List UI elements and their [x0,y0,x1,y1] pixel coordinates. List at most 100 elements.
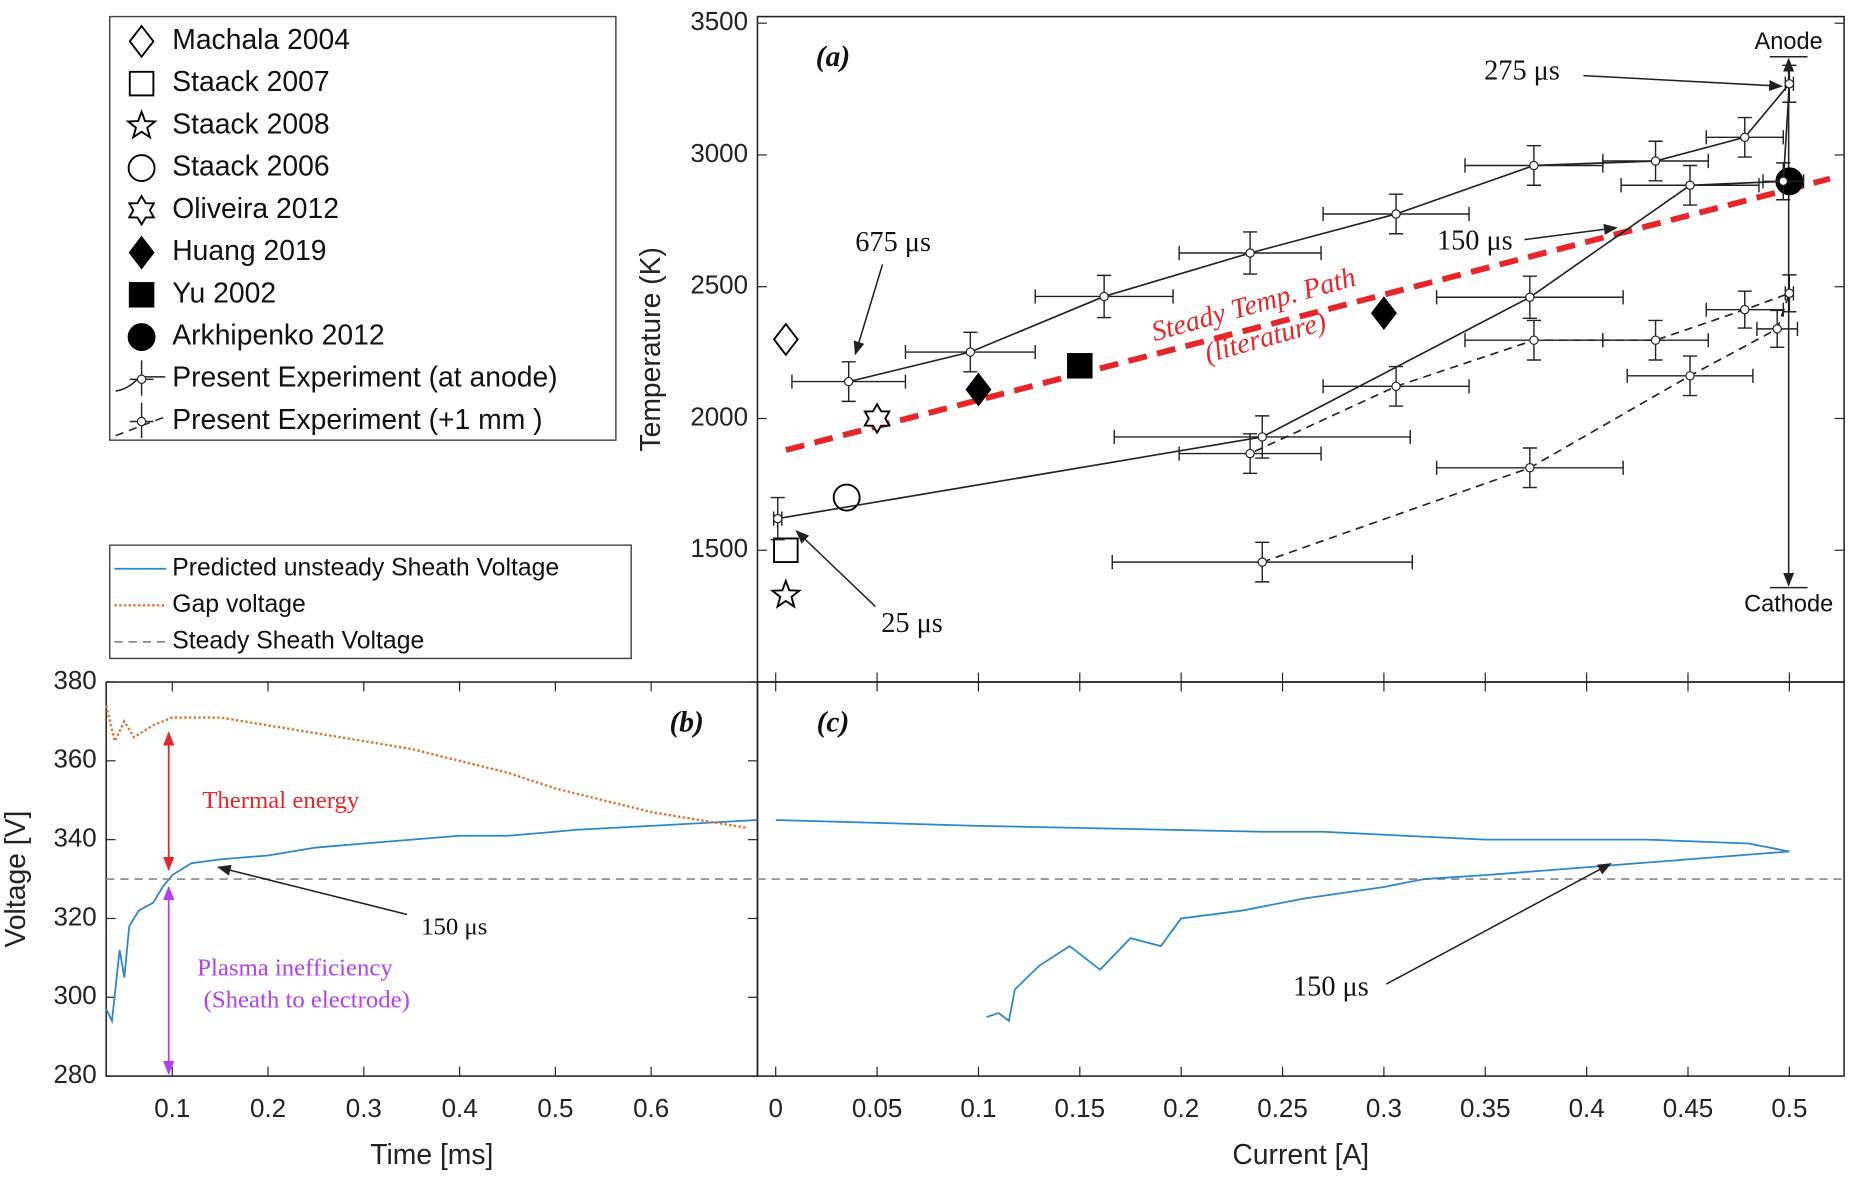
legend-key [127,194,156,227]
legend-label: Predicted unsteady Sheath Voltage [172,554,559,581]
legend-label: Oliveira 2012 [172,192,339,224]
data-point [965,372,992,407]
data-point [1685,180,1695,190]
legend-key [128,282,155,308]
data-point [1650,156,1661,166]
x-tick-label: 0.4 [442,1095,478,1123]
annotation-arrow [216,864,408,916]
data-point [1740,132,1750,143]
annotation-arrow [1385,863,1612,985]
y-tick-label: 300 [53,982,96,1010]
x-tick-label: 0.6 [633,1095,669,1123]
x-axis-label: Time [ms] [370,1138,493,1170]
x-tick-label: 0.3 [346,1095,382,1123]
annotation: (Sheath to electrode) [204,986,410,1013]
data-point [1067,353,1093,379]
steady-path-line [785,175,1831,453]
y-tick-label: 3000 [690,140,748,168]
data-point [1370,296,1397,330]
data-point [1778,176,1789,187]
data-point [1391,381,1401,392]
legend-box [109,15,617,441]
legend-label: Staack 2006 [172,150,329,182]
axes-frame [756,15,1845,683]
data-point [863,402,891,435]
x-tick-label: 0.5 [1771,1095,1807,1123]
x-tick-label: 0.2 [1163,1095,1199,1123]
legend-label: Machala 2004 [172,23,350,55]
data-point [1650,335,1661,345]
x-tick-label: 0 [768,1095,782,1123]
annotation: 675 μs [855,227,931,258]
y-axis-label: Temperature (K) [634,247,666,451]
data-point [772,322,799,357]
legend-key [115,416,166,437]
data-point [1099,291,1109,302]
annotation: Thermal energy [202,787,360,814]
annotation-arrow [853,264,884,356]
panel-label: (b) [669,706,703,738]
annotation-arrow [1583,74,1783,92]
data-point [1529,335,1539,345]
annotation-arrow [1524,223,1618,241]
legend-label: Present Experiment (at anode) [172,361,557,393]
data-point [1529,160,1539,171]
y-tick-label: 340 [53,825,96,853]
x-tick-label: 0.45 [1663,1095,1713,1123]
x-tick-label: 0.3 [1366,1095,1402,1123]
data-point [1245,248,1255,258]
data-point [1784,79,1795,89]
y-tick-label: 2000 [690,403,748,431]
panel-label: (a) [816,41,850,73]
x-tick-label: 0.25 [1257,1095,1307,1123]
annotation: 150 μs [1437,226,1513,257]
data-point [965,347,976,357]
legend-label: Arkhipenko 2012 [172,319,384,351]
legend-key [136,374,147,384]
y-tick-label: 380 [53,667,96,695]
annotation-arrow [795,530,876,608]
annotation: 275 μs [1484,56,1560,87]
legend-key [128,70,155,97]
data-point [769,578,802,609]
x-tick-label: 0.4 [1569,1095,1605,1123]
data-point [1391,209,1401,219]
legend-label: Steady Sheath Voltage [172,627,424,654]
y-tick-label: 320 [53,903,96,931]
legend-key [127,154,156,183]
data-point [1784,288,1795,299]
data-point [1257,557,1267,567]
annotation: Anode [1755,28,1823,54]
legend-label: Present Experiment (+1 mm ) [172,403,542,435]
x-tick-label: 0.35 [1460,1095,1510,1123]
legend-key [128,235,155,270]
series-line [777,81,1791,520]
legend-label: Gap voltage [172,591,306,618]
data-point [773,537,799,564]
annotation: Plasma inefficiency [197,955,393,982]
data-point [843,376,854,387]
y-axis-label: Voltage [V] [0,811,31,948]
x-tick-label: 0.05 [852,1095,902,1123]
annotation: 150 μs [1293,971,1369,1002]
series-line [105,705,748,830]
annotation: 150 μs [421,913,487,940]
x-tick-label: 0.15 [1055,1095,1105,1123]
legend-key [136,416,147,427]
x-tick-label: 0.1 [154,1095,190,1123]
data-point [1740,304,1750,315]
y-tick-label: 3500 [690,8,748,36]
data-point [1685,371,1695,381]
annotation: Cathode [1744,591,1833,617]
y-tick-label: 360 [53,746,96,774]
data-point [832,483,861,512]
series-line [775,819,1790,1023]
y-tick-label: 2500 [690,272,748,300]
x-tick-label: 0.5 [537,1095,573,1123]
x-axis-label: Current [A] [1232,1138,1369,1170]
y-tick-label: 1500 [690,535,748,563]
legend-key [125,108,158,140]
series-line [105,819,758,1025]
x-tick-label: 0.2 [250,1095,286,1123]
data-point [1772,324,1782,334]
